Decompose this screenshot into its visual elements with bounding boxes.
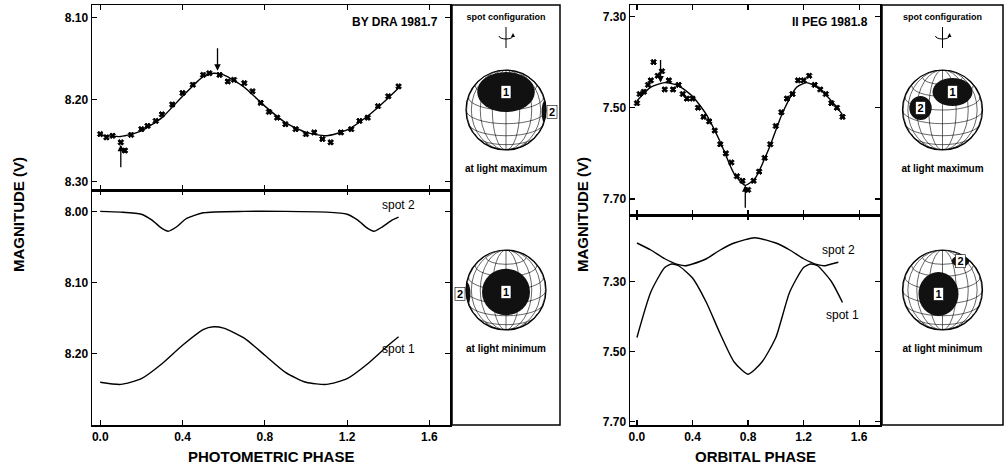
svg-text:8.30: 8.30 xyxy=(65,175,89,189)
svg-text:2: 2 xyxy=(549,106,555,118)
svg-text:1: 1 xyxy=(949,86,955,98)
svg-text:1: 1 xyxy=(935,288,941,300)
svg-text:8.00: 8.00 xyxy=(65,205,89,219)
svg-text:1.6: 1.6 xyxy=(851,430,868,444)
svg-text:spot 2: spot 2 xyxy=(822,243,855,257)
svg-text:7.50: 7.50 xyxy=(603,101,627,115)
svg-text:spot 1: spot 1 xyxy=(382,342,415,356)
svg-text:1.2: 1.2 xyxy=(795,430,812,444)
svg-text:spot configuration: spot configuration xyxy=(903,12,982,22)
svg-text:0.4: 0.4 xyxy=(174,430,191,444)
svg-text:8.10: 8.10 xyxy=(65,11,89,25)
svg-text:BY DRA 1981.7: BY DRA 1981.7 xyxy=(352,15,438,29)
svg-text:7.50: 7.50 xyxy=(603,345,627,359)
svg-text:at light maximum: at light maximum xyxy=(901,163,983,174)
svg-text:spot 1: spot 1 xyxy=(826,308,859,322)
svg-text:0.0: 0.0 xyxy=(629,430,646,444)
svg-text:7.70: 7.70 xyxy=(603,192,627,206)
svg-text:1: 1 xyxy=(503,286,509,298)
svg-text:at light minimum: at light minimum xyxy=(903,343,983,354)
svg-text:0.8: 0.8 xyxy=(256,430,273,444)
svg-text:2: 2 xyxy=(957,255,963,267)
svg-text:2: 2 xyxy=(917,102,923,114)
svg-text:1.2: 1.2 xyxy=(339,430,356,444)
svg-text:ORBITAL PHASE: ORBITAL PHASE xyxy=(695,448,816,465)
svg-text:MAGNITUDE (V): MAGNITUDE (V) xyxy=(574,157,591,272)
svg-text:2: 2 xyxy=(457,288,463,300)
svg-text:PHOTOMETRIC PHASE: PHOTOMETRIC PHASE xyxy=(188,448,354,465)
svg-text:7.30: 7.30 xyxy=(603,275,627,289)
svg-text:0.8: 0.8 xyxy=(740,430,757,444)
svg-text:at light maximum: at light maximum xyxy=(465,163,547,174)
svg-text:8.20: 8.20 xyxy=(65,347,89,361)
svg-text:0.4: 0.4 xyxy=(684,430,701,444)
svg-text:7.30: 7.30 xyxy=(603,10,627,24)
svg-text:7.70: 7.70 xyxy=(603,415,627,429)
svg-text:1: 1 xyxy=(503,86,509,98)
svg-text:spot configuration: spot configuration xyxy=(467,12,546,22)
svg-text:0.0: 0.0 xyxy=(92,430,109,444)
svg-text:8.20: 8.20 xyxy=(65,93,89,107)
svg-text:1.6: 1.6 xyxy=(421,430,438,444)
svg-text:MAGNITUDE (V): MAGNITUDE (V) xyxy=(10,157,27,272)
svg-text:II PEG 1981.8: II PEG 1981.8 xyxy=(792,15,868,29)
svg-text:at light minimum: at light minimum xyxy=(466,343,546,354)
svg-text:spot 2: spot 2 xyxy=(382,198,415,212)
svg-text:8.10: 8.10 xyxy=(65,276,89,290)
